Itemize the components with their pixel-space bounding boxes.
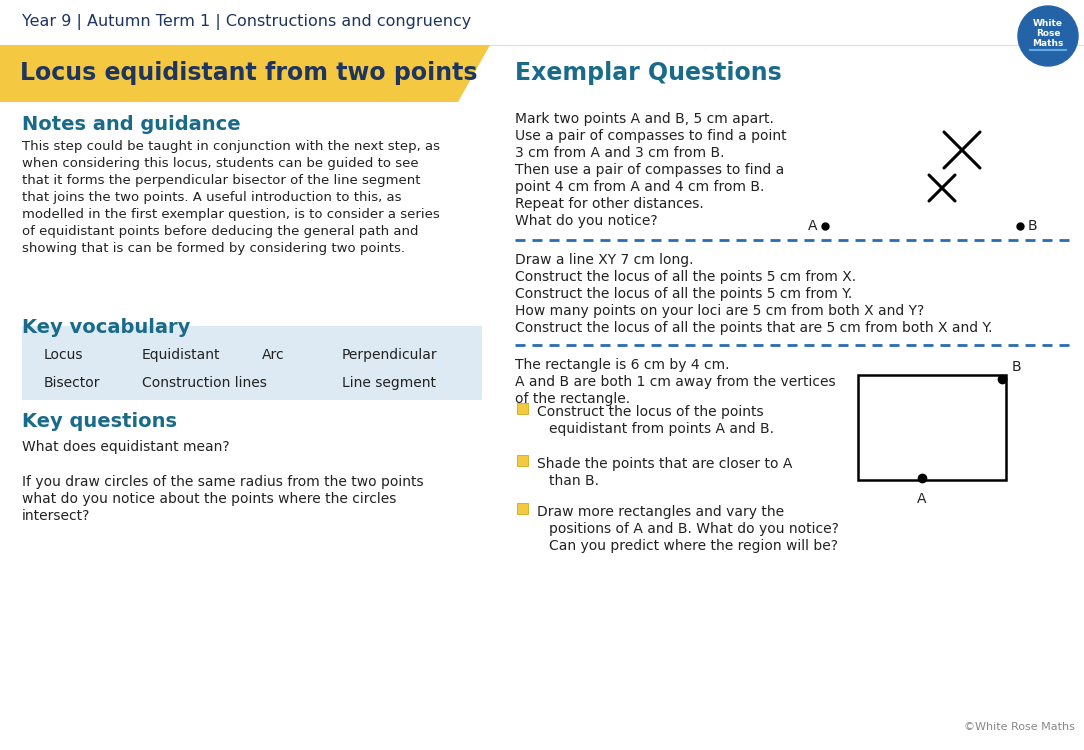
Text: positions of A and B. What do you notice?: positions of A and B. What do you notice… <box>549 522 839 536</box>
Text: Line segment: Line segment <box>341 376 436 390</box>
Bar <box>859 375 1006 480</box>
Text: equidistant from points A and B.: equidistant from points A and B. <box>549 422 774 436</box>
FancyBboxPatch shape <box>517 455 528 466</box>
Text: Bisector: Bisector <box>44 376 101 390</box>
Text: Then use a pair of compasses to find a: Then use a pair of compasses to find a <box>515 163 784 177</box>
Text: If you draw circles of the same radius from the two points: If you draw circles of the same radius f… <box>22 475 424 489</box>
Text: Construction lines: Construction lines <box>142 376 267 390</box>
Text: Key questions: Key questions <box>22 412 177 431</box>
Text: Locus: Locus <box>44 348 83 362</box>
Text: that it forms the perpendicular bisector of the line segment: that it forms the perpendicular bisector… <box>22 174 421 187</box>
Text: Notes and guidance: Notes and guidance <box>22 115 241 134</box>
Text: Construct the locus of all the points 5 cm from X.: Construct the locus of all the points 5 … <box>515 270 856 284</box>
Text: B: B <box>1012 360 1021 374</box>
Text: 3 cm from A and 3 cm from B.: 3 cm from A and 3 cm from B. <box>515 146 724 160</box>
Text: of equidistant points before deducing the general path and: of equidistant points before deducing th… <box>22 225 418 238</box>
Text: Construct the locus of the points: Construct the locus of the points <box>537 405 763 419</box>
Text: Perpendicular: Perpendicular <box>341 348 438 362</box>
Text: A: A <box>808 219 817 233</box>
Text: modelled in the first exemplar question, is to consider a series: modelled in the first exemplar question,… <box>22 208 440 221</box>
Text: White: White <box>1033 19 1063 28</box>
Text: ©White Rose Maths: ©White Rose Maths <box>964 722 1075 732</box>
Text: Equidistant: Equidistant <box>142 348 220 362</box>
FancyBboxPatch shape <box>22 326 482 400</box>
Text: point 4 cm from A and 4 cm from B.: point 4 cm from A and 4 cm from B. <box>515 180 764 194</box>
Text: B: B <box>1028 219 1037 233</box>
Text: what do you notice about the points where the circles: what do you notice about the points wher… <box>22 492 397 506</box>
Text: Draw more rectangles and vary the: Draw more rectangles and vary the <box>537 505 784 519</box>
Text: Rose: Rose <box>1035 28 1060 38</box>
Polygon shape <box>0 45 490 102</box>
Text: A and B are both 1 cm away from the vertices: A and B are both 1 cm away from the vert… <box>515 375 836 389</box>
Text: showing that is can be formed by considering two points.: showing that is can be formed by conside… <box>22 242 405 255</box>
Text: than B.: than B. <box>549 474 599 488</box>
Circle shape <box>1018 6 1077 66</box>
Text: Draw a line XY 7 cm long.: Draw a line XY 7 cm long. <box>515 253 694 267</box>
Text: Arc: Arc <box>262 348 285 362</box>
Text: Mark two points A and B, 5 cm apart.: Mark two points A and B, 5 cm apart. <box>515 112 774 126</box>
Text: of the rectangle.: of the rectangle. <box>515 392 630 406</box>
Text: How many points on your loci are 5 cm from both X and Y?: How many points on your loci are 5 cm fr… <box>515 304 925 318</box>
FancyBboxPatch shape <box>517 403 528 414</box>
Text: The rectangle is 6 cm by 4 cm.: The rectangle is 6 cm by 4 cm. <box>515 358 730 372</box>
Text: Can you predict where the region will be?: Can you predict where the region will be… <box>549 539 838 553</box>
Text: Shade the points that are closer to A: Shade the points that are closer to A <box>537 457 792 471</box>
Text: intersect?: intersect? <box>22 509 90 523</box>
Text: Locus equidistant from two points: Locus equidistant from two points <box>20 61 477 85</box>
Text: What do you notice?: What do you notice? <box>515 214 658 228</box>
Text: This step could be taught in conjunction with the next step, as: This step could be taught in conjunction… <box>22 140 440 153</box>
FancyBboxPatch shape <box>517 503 528 514</box>
Text: What does equidistant mean?: What does equidistant mean? <box>22 440 230 454</box>
Text: Construct the locus of all the points that are 5 cm from both X and Y.: Construct the locus of all the points th… <box>515 321 993 335</box>
Text: Use a pair of compasses to find a point: Use a pair of compasses to find a point <box>515 129 787 143</box>
Text: Maths: Maths <box>1032 40 1063 49</box>
Text: Year 9 | Autumn Term 1 | Constructions and congruency: Year 9 | Autumn Term 1 | Constructions a… <box>22 14 472 30</box>
Text: Repeat for other distances.: Repeat for other distances. <box>515 197 704 211</box>
Text: Exemplar Questions: Exemplar Questions <box>515 61 782 85</box>
Text: Construct the locus of all the points 5 cm from Y.: Construct the locus of all the points 5 … <box>515 287 852 301</box>
Text: that joins the two points. A useful introduction to this, as: that joins the two points. A useful intr… <box>22 191 401 204</box>
Text: A: A <box>917 492 927 506</box>
Text: Key vocabulary: Key vocabulary <box>22 318 191 337</box>
Text: when considering this locus, students can be guided to see: when considering this locus, students ca… <box>22 157 418 170</box>
